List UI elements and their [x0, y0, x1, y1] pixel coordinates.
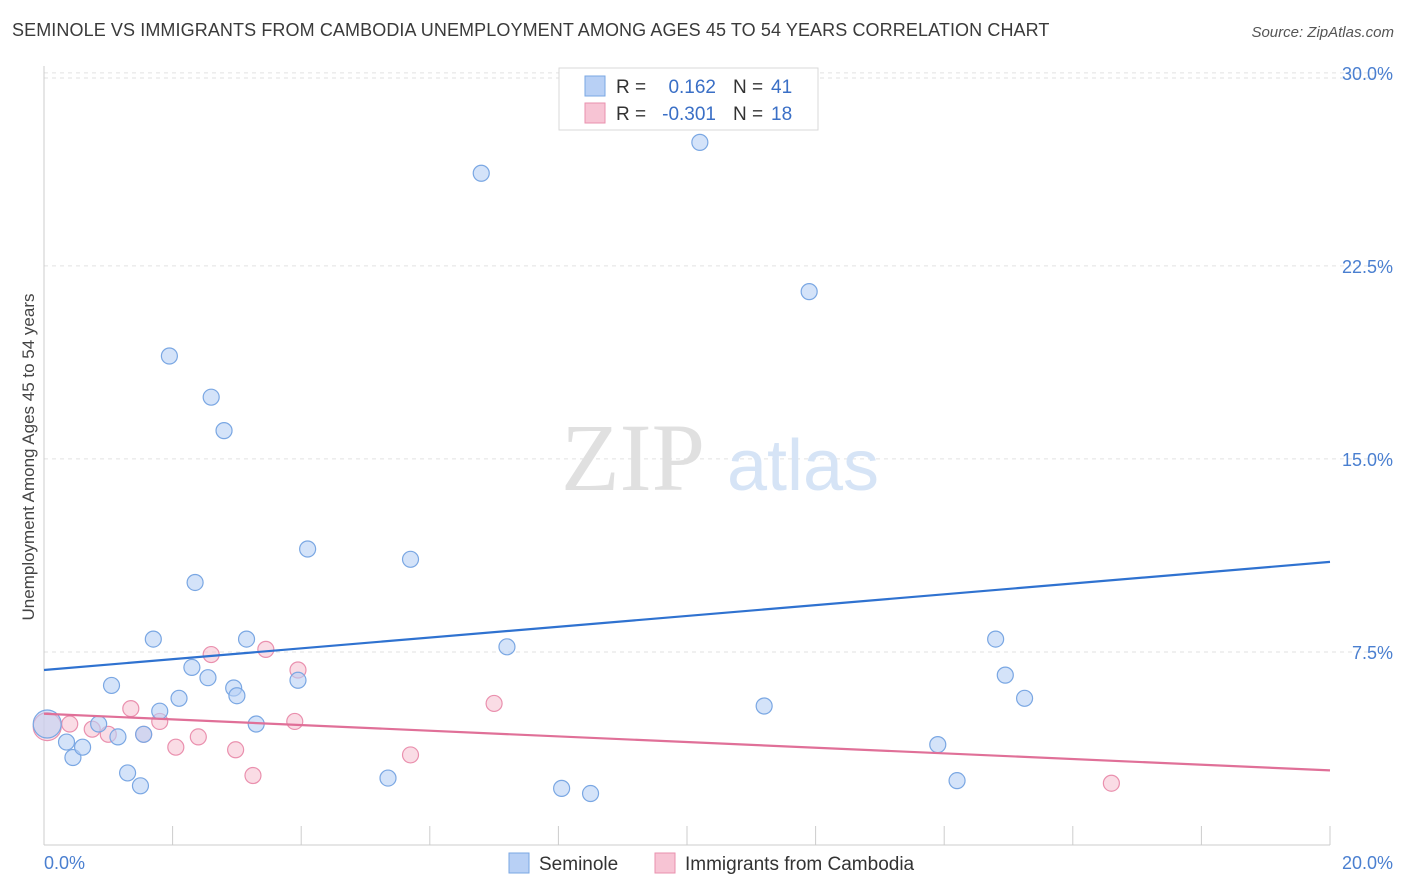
legend-r-value-1: 0.162 — [668, 77, 716, 98]
cambodia-point-11 — [244, 766, 262, 785]
legend-n-label-2: N = — [733, 104, 763, 125]
cambodia-point-13 — [286, 712, 304, 731]
bottom-legend-swatch-cambodia — [654, 852, 676, 874]
seminole-point-13 — [170, 689, 188, 707]
bottom-legend-label-seminole: Seminole — [539, 854, 618, 875]
x-ticks — [43, 826, 1331, 845]
seminole-point-31 — [691, 133, 709, 151]
x-tick-label-min: 0.0% — [44, 853, 85, 873]
seminole-point-12 — [151, 702, 169, 720]
legend-n-label-1: N = — [733, 77, 763, 98]
trend-line-cambodia — [43, 712, 1331, 772]
legend-swatch-cambodia — [584, 102, 606, 124]
cambodia-point-10 — [227, 741, 245, 759]
cambodia-point-15 — [401, 746, 420, 764]
y-axis-title: Unemployment Among Ages 45 to 54 years — [19, 294, 38, 621]
seminole-point-33 — [800, 283, 818, 301]
cambodia-point-4 — [122, 699, 140, 718]
seminole-point-3 — [73, 738, 92, 756]
series-legend: Seminole Immigrants from Cambodia — [508, 852, 915, 875]
seminole-point-15 — [186, 573, 204, 592]
seminole-point-25 — [379, 769, 397, 787]
cambodia-point-16 — [485, 694, 503, 713]
seminole-point-9 — [135, 725, 153, 743]
seminole-point-5 — [102, 676, 121, 695]
seminole-point-37 — [996, 666, 1014, 684]
seminole-point-11 — [160, 347, 178, 365]
y-tick-label-3: 30.0% — [1342, 64, 1393, 84]
y-tick-label-2: 22.5% — [1342, 257, 1393, 277]
seminole-point-35 — [948, 772, 966, 790]
bottom-legend-label-cambodia: Immigrants from Cambodia — [685, 854, 915, 875]
seminole-point-34 — [929, 736, 947, 754]
stats-legend: R = 0.162 N = 41 R = -0.301 N = 18 — [558, 67, 819, 131]
seminole-point-38 — [1015, 689, 1034, 707]
series-seminole-points — [32, 133, 1034, 803]
seminole-point-23 — [289, 671, 307, 689]
seminole-point-24 — [299, 540, 317, 558]
cambodia-point-1 — [61, 715, 79, 733]
legend-r-value-2: -0.301 — [662, 104, 716, 125]
seminole-point-29 — [553, 779, 571, 797]
seminole-point-16 — [199, 669, 217, 687]
legend-r-label-2: R = — [616, 104, 646, 125]
cambodia-point-12 — [257, 640, 275, 658]
bottom-legend-swatch-seminole — [508, 852, 530, 874]
seminole-point-1 — [57, 733, 76, 751]
seminole-point-32 — [755, 697, 773, 715]
y-tick-label-0: 7.5% — [1352, 643, 1393, 663]
watermark: ZIP atlas — [561, 404, 879, 511]
source-label: Source: ZipAtlas.com — [1251, 24, 1394, 41]
seminole-point-4 — [90, 715, 108, 733]
seminole-point-8 — [131, 777, 150, 795]
seminole-point-20 — [228, 687, 246, 705]
legend-swatch-seminole — [584, 75, 606, 97]
seminole-point-26 — [401, 550, 420, 568]
watermark-zip: ZIP — [561, 404, 705, 511]
seminole-point-28 — [498, 638, 516, 656]
cambodia-point-7 — [167, 738, 185, 756]
seminole-point-7 — [118, 764, 137, 782]
y-tick-labels: 7.5% 15.0% 22.5% 30.0% — [1342, 64, 1393, 663]
trend-lines — [43, 560, 1331, 772]
cambodia-point-8 — [189, 728, 207, 746]
y-tick-label-1: 15.0% — [1342, 450, 1393, 470]
legend-r-label-1: R = — [616, 77, 646, 98]
legend-n-value-1: 41 — [771, 77, 792, 98]
seminole-point-10 — [144, 630, 162, 648]
seminole-point-17 — [202, 388, 220, 406]
seminole-point-36 — [987, 630, 1005, 648]
seminole-point-30 — [581, 784, 600, 803]
gridlines — [44, 72, 1393, 653]
legend-n-value-2: 18 — [771, 104, 792, 125]
chart-title: SEMINOLE VS IMMIGRANTS FROM CAMBODIA UNE… — [12, 20, 1050, 40]
seminole-point-27 — [472, 164, 490, 182]
x-tick-label-max: 20.0% — [1342, 853, 1393, 873]
trend-line-seminole — [43, 560, 1331, 672]
watermark-atlas: atlas — [727, 426, 879, 506]
seminole-point-14 — [183, 658, 201, 677]
seminole-point-6 — [109, 728, 127, 746]
seminole-point-0 — [32, 709, 62, 739]
seminole-point-18 — [215, 422, 233, 440]
cambodia-point-17 — [1102, 774, 1120, 792]
seminole-point-21 — [237, 630, 256, 648]
